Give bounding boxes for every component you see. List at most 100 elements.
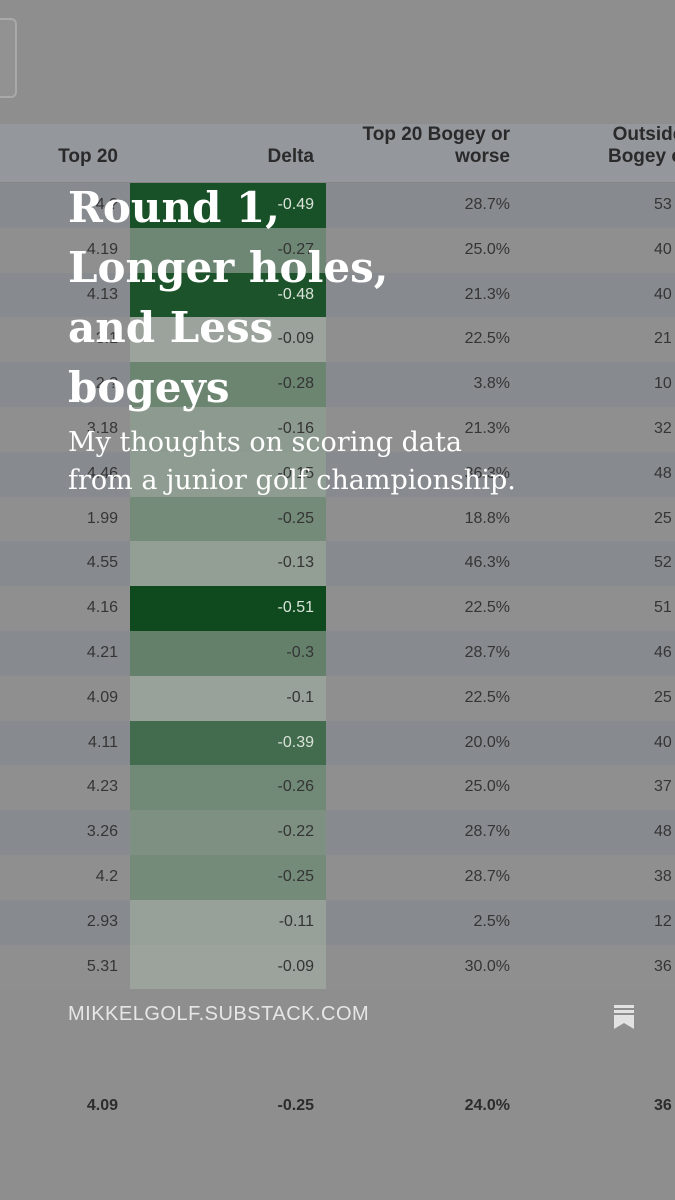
cell-top20: 4.2: [95, 867, 118, 885]
cell-delta: -0.11: [130, 899, 326, 945]
cell-outside-bogey: 46: [654, 643, 672, 661]
bookmark-icon[interactable]: [612, 1004, 636, 1030]
cell-outside-bogey: 32: [654, 419, 672, 437]
cell-outside-bogey: 21: [654, 330, 672, 348]
cell-outside-bogey: 48: [654, 823, 672, 841]
cell-delta: -0.15: [130, 451, 326, 497]
table-row: 4.? -0.49 28.7% 53: [0, 183, 675, 228]
cell-top20-bogey: 18.8%: [464, 509, 510, 527]
cell-outside-bogey: 25: [654, 688, 672, 706]
table-row: 2.? -0.28 3.8% 10: [0, 362, 675, 407]
cell-top20: 4.55: [86, 554, 118, 572]
cell-outside-bogey: 36: [654, 957, 672, 975]
cell-top20: 2.93: [86, 912, 118, 930]
cell-delta: -0.09: [130, 317, 326, 363]
cell-top20: 4.19: [86, 240, 118, 258]
cell-delta: -0.48: [130, 272, 326, 318]
cell-top20: 4.46: [86, 464, 118, 482]
cell-delta: -0.1: [130, 675, 326, 721]
cell-delta: -0.09: [130, 944, 326, 990]
cell-outside-bogey: 25: [654, 509, 672, 527]
cell-top20: 4.21: [86, 643, 118, 661]
table-row: 4.09 -0.1 22.5% 25: [0, 675, 675, 721]
total-top20: 4.09: [86, 1097, 118, 1114]
cell-top20: 5.31: [86, 957, 118, 975]
cell-outside-bogey: 40: [654, 240, 672, 258]
cell-delta: -0.25: [130, 854, 326, 900]
cell-outside-bogey: 53: [654, 196, 672, 213]
cell-outside-bogey: 37: [654, 778, 672, 796]
table-row: 4.16 -0.51 22.5% 51: [0, 586, 675, 631]
post-overlay: Round 1, Longer holes, and Less bogeys M…: [68, 178, 538, 500]
table-row: 4.46 -0.15 36.3% 48: [0, 451, 675, 497]
cell-top20: 1.99: [86, 509, 118, 527]
post-title[interactable]: Round 1, Longer holes, and Less bogeys: [68, 183, 389, 412]
cell-top20-bogey: 28.7%: [464, 196, 510, 213]
cell-outside-bogey: 40: [654, 285, 672, 303]
cell-top20-bogey: 28.7%: [464, 823, 510, 841]
cell-delta: -0.51: [130, 586, 326, 631]
cell-outside-bogey: 38: [654, 867, 672, 885]
cell-top20: 4.16: [86, 599, 118, 617]
table-header: Top 20 Delta Top 20 Bogey or worse Outsi…: [0, 124, 675, 183]
cell-outside-bogey: 12: [654, 912, 672, 930]
cell-delta: -0.22: [130, 810, 326, 855]
cell-delta: -0.26: [130, 765, 326, 811]
total-outside: 36: [654, 1097, 672, 1114]
table-row: 4.21 -0.3 28.7% 46: [0, 630, 675, 676]
cell-top20-bogey: 3.8%: [473, 375, 510, 393]
cell-top20-bogey: 25.0%: [464, 240, 510, 258]
cell-top20: 4.13: [86, 285, 118, 303]
cell-top20: 3.26: [86, 823, 118, 841]
cell-top20-bogey: 2.5%: [473, 912, 510, 930]
cell-top20: 4.09: [86, 688, 118, 706]
cell-top20-bogey: 22.5%: [464, 330, 510, 348]
cell-top20: 3.18: [86, 419, 118, 437]
cell-top20-bogey: 21.3%: [464, 419, 510, 437]
cell-delta: -0.27: [130, 227, 326, 273]
cell-delta: -0.49: [130, 183, 326, 228]
cell-outside-bogey: 10: [654, 375, 672, 393]
header-outside-bogey: Outside Top Bogey or wo: [607, 124, 675, 167]
cell-top20-bogey: 30.0%: [464, 957, 510, 975]
cell-top20-bogey: 22.5%: [464, 688, 510, 706]
cell-top20-bogey: 21.3%: [464, 285, 510, 303]
table-row: 2.93 -0.11 2.5% 12: [0, 899, 675, 945]
cell-outside-bogey: 52: [654, 554, 672, 572]
cell-top20-bogey: 28.7%: [464, 643, 510, 661]
cell-delta: -0.39: [130, 720, 326, 766]
cell-top20: 3.1: [95, 330, 118, 348]
cell-top20-bogey: 36.3%: [464, 464, 510, 482]
cell-top20: 2.?: [95, 375, 118, 393]
cell-outside-bogey: 48: [654, 464, 672, 482]
cell-delta: -0.25: [130, 496, 326, 542]
site-url[interactable]: MIKKELGOLF.SUBSTACK.COM: [68, 1003, 370, 1025]
total-bogey: 24.0%: [464, 1097, 510, 1114]
table-row: 4.55 -0.13 46.3% 52: [0, 541, 675, 587]
header-top20-bogey: Top 20 Bogey or worse: [362, 124, 510, 167]
cell-top20-bogey: 22.5%: [464, 599, 510, 617]
table-row: 1.99 -0.25 18.8% 25: [0, 496, 675, 542]
table-row: 3.18 -0.16 21.3% 32: [0, 406, 675, 452]
cell-outside-bogey: 40: [654, 733, 672, 751]
table-total-row: 4.09 -0.25 24.0% 36: [0, 1084, 675, 1128]
total-delta: -0.25: [277, 1097, 314, 1114]
table-body: 4.? -0.49 28.7% 53 4.19 -0.27 25.0% 40 4.13 -0.48…: [0, 183, 675, 990]
cell-top20: 4.23: [86, 778, 118, 796]
scoring-table: Top 20 Delta Top 20 Bogey or worse Outsi…: [0, 124, 675, 990]
table-row: 3.26 -0.22 28.7% 48: [0, 810, 675, 855]
top-tab-handle: [0, 18, 17, 98]
cell-top20-bogey: 46.3%: [464, 554, 510, 572]
table-row: 4.2 -0.25 28.7% 38: [0, 854, 675, 900]
post-subtitle: My thoughts on scoring data from a junio…: [68, 427, 516, 496]
cell-top20-bogey: 25.0%: [464, 778, 510, 796]
cell-outside-bogey: 51: [654, 599, 672, 617]
table-row: 5.31 -0.09 30.0% 36: [0, 944, 675, 990]
table-row: 4.19 -0.27 25.0% 40: [0, 227, 675, 273]
cell-top20-bogey: 28.7%: [464, 867, 510, 885]
table-row: 4.11 -0.39 20.0% 40: [0, 720, 675, 766]
cell-top20: 4.?: [95, 196, 118, 213]
table-row: 3.1 -0.09 22.5% 21: [0, 317, 675, 363]
table-row: 4.23 -0.26 25.0% 37: [0, 765, 675, 811]
